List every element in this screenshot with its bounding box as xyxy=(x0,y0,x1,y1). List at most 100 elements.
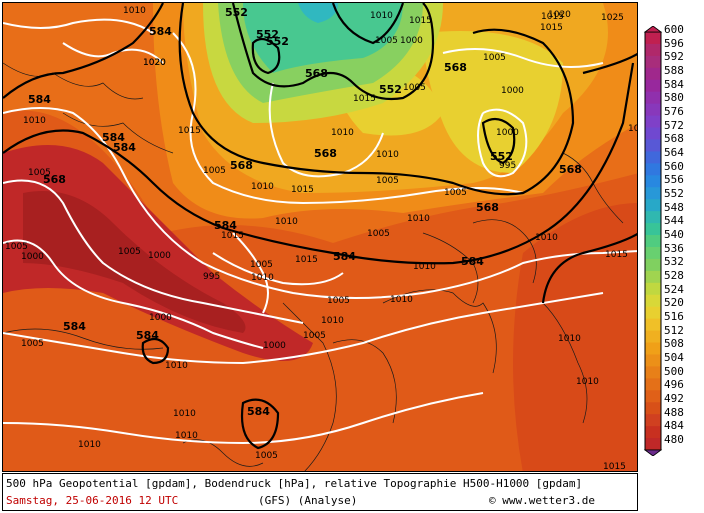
pressure-label-layer: 1010 1015 1020 1025 1020 1015 1010 1005 … xyxy=(5,6,637,471)
geopotential-label: 568 xyxy=(559,163,582,176)
legend-value-label: 488 xyxy=(664,405,684,419)
geopotential-label: 568 xyxy=(43,173,66,186)
legend-swatch xyxy=(645,282,661,296)
pressure-label: 1020 xyxy=(548,10,571,20)
isobars xyxy=(3,18,637,445)
legend-value-label: 536 xyxy=(664,241,684,255)
legend-value-label: 524 xyxy=(664,282,684,296)
legend-swatch xyxy=(645,43,661,57)
thickness-zone-536 xyxy=(298,3,338,23)
pressure-label: 1010 xyxy=(407,214,430,224)
pressure-label: 1010 xyxy=(275,217,298,227)
coastlines xyxy=(3,62,624,471)
pressure-label: 1015 xyxy=(409,16,432,26)
legend-value-label: 568 xyxy=(664,132,684,146)
legend-swatch xyxy=(645,163,661,176)
pressure-label: 1010 xyxy=(535,233,558,243)
legend-value-label: 544 xyxy=(664,214,684,228)
legend-value-label: 504 xyxy=(664,351,684,364)
legend-swatch xyxy=(645,246,661,260)
pressure-label: 1015 xyxy=(541,12,564,22)
geopotential-label: 552 xyxy=(490,150,513,163)
legend-value-label: 600 xyxy=(664,23,684,36)
geopotential-label: 584 xyxy=(113,141,136,154)
pressure-label: 1005 xyxy=(250,260,273,270)
legend-swatch xyxy=(645,127,661,140)
pressure-label: 1010 xyxy=(123,6,146,16)
thickness-zone-592 xyxy=(23,191,246,333)
geopotential-label-layer: 552 552 552 568 568 568 568 568 584 584 … xyxy=(28,6,582,418)
pressure-label: 1010 xyxy=(23,116,46,126)
pressure-label: 1005 xyxy=(28,168,51,178)
legend-value-label: 572 xyxy=(664,118,684,132)
pressure-label: 1005 xyxy=(375,36,398,46)
legend-swatch xyxy=(645,235,661,248)
legend-value-label: 480 xyxy=(664,433,684,446)
geopotential-label: 568 xyxy=(444,61,467,74)
legend-swatch xyxy=(645,270,661,284)
legend-value-label: 492 xyxy=(664,392,684,405)
pressure-label: 1000 xyxy=(148,251,171,261)
legend-value-label: 532 xyxy=(664,255,684,269)
legend-swatch xyxy=(645,342,661,355)
geopotential-label: 552 xyxy=(266,35,289,48)
pressure-label: 1010 xyxy=(331,128,354,138)
geopotential-label: 568 xyxy=(314,147,337,160)
legend-swatch xyxy=(645,139,661,152)
pressure-label: 1010 xyxy=(175,431,198,441)
legend-value-label: 584 xyxy=(664,77,684,91)
legend-value-label: 540 xyxy=(664,228,684,241)
geopotential-label: 568 xyxy=(230,159,253,172)
geopotential-label: 584 xyxy=(333,250,356,263)
pressure-label: 1010 xyxy=(376,150,399,160)
legend-swatch xyxy=(645,199,661,212)
thickness-zone-540 xyxy=(243,3,403,73)
legend-swatch xyxy=(645,258,661,272)
legend-swatch xyxy=(645,175,661,188)
legend-value-label: 508 xyxy=(664,337,684,351)
legend-value-label: 596 xyxy=(664,36,684,50)
legend-swatch xyxy=(645,402,661,415)
pressure-label: 1005 xyxy=(255,451,278,461)
geopotential-label: 584 xyxy=(461,255,484,268)
pressure-label: 1000 xyxy=(400,36,423,46)
legend-swatch xyxy=(645,438,661,451)
pressure-label: 1005 xyxy=(403,83,426,93)
legend-swatches xyxy=(645,32,661,451)
pressure-label: 1000 xyxy=(21,252,44,262)
pressure-label: 1015 xyxy=(178,126,201,136)
legend-value-label: 576 xyxy=(664,105,684,118)
geopotential-label: 584 xyxy=(149,25,172,38)
pressure-label: 1005 xyxy=(367,229,390,239)
legend-value-label: 588 xyxy=(664,64,684,77)
legend-value-label: 556 xyxy=(664,173,684,187)
legend-swatch xyxy=(645,378,661,391)
pressure-label: 1005 xyxy=(483,53,506,63)
legend-value-label: 520 xyxy=(664,296,684,310)
geopotential-label: 584 xyxy=(214,219,237,232)
legend-value-label: 528 xyxy=(664,269,684,282)
legend-swatch xyxy=(645,211,661,224)
legend-value-label: 564 xyxy=(664,146,684,159)
pressure-label: 1000 xyxy=(263,341,286,351)
caption-date: Samstag, 25-06-2016 12 UTC xyxy=(6,494,179,507)
map-caption: 500 hPa Geopotential [gpdam], Bodendruck… xyxy=(2,473,638,511)
pressure-label: 1005 xyxy=(444,188,467,198)
legend-swatch xyxy=(645,306,661,320)
legend-swatch xyxy=(645,354,661,367)
thickness-zone-580-east xyxy=(513,203,637,471)
legend-value-label: 548 xyxy=(664,200,684,214)
legend-value-label: 512 xyxy=(664,323,684,337)
pressure-label: 1015 xyxy=(295,255,318,265)
pressure-label: 1010 xyxy=(251,182,274,192)
geopotential-label: 568 xyxy=(305,67,328,80)
pressure-label: 1010 xyxy=(165,361,188,371)
geopotential-label: 584 xyxy=(63,320,86,333)
weather-map: 552 552 552 568 568 568 568 568 584 584 … xyxy=(2,2,638,472)
geopotential-label: 568 xyxy=(476,201,499,214)
color-scale-legend xyxy=(643,26,663,456)
pressure-label: 995 xyxy=(203,272,220,282)
thickness-zone-588 xyxy=(3,145,313,361)
legend-value-label: 516 xyxy=(664,310,684,323)
caption-copyright: © www.wetter3.de xyxy=(489,494,595,507)
